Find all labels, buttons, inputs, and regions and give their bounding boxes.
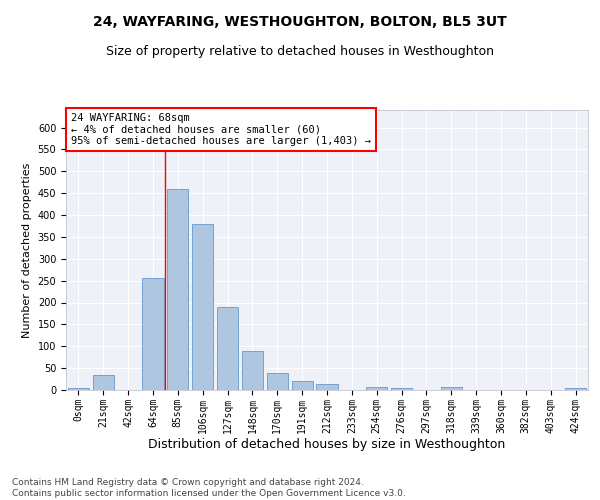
Bar: [565, 388, 586, 390]
Text: 24, WAYFARING, WESTHOUGHTON, BOLTON, BL5 3UT: 24, WAYFARING, WESTHOUGHTON, BOLTON, BL5…: [93, 15, 507, 29]
Bar: [142, 278, 164, 390]
Bar: [167, 188, 188, 390]
Text: Size of property relative to detached houses in Westhoughton: Size of property relative to detached ho…: [106, 45, 494, 58]
X-axis label: Distribution of detached houses by size in Westhoughton: Distribution of detached houses by size …: [148, 438, 506, 452]
Bar: [93, 374, 114, 390]
Bar: [316, 384, 338, 390]
Y-axis label: Number of detached properties: Number of detached properties: [22, 162, 32, 338]
Bar: [242, 350, 263, 390]
Bar: [391, 388, 412, 390]
Bar: [292, 381, 313, 390]
Text: 24 WAYFARING: 68sqm
← 4% of detached houses are smaller (60)
95% of semi-detache: 24 WAYFARING: 68sqm ← 4% of detached hou…: [71, 113, 371, 146]
Bar: [366, 386, 387, 390]
Bar: [68, 388, 89, 390]
Bar: [192, 224, 213, 390]
Bar: [217, 307, 238, 390]
Bar: [441, 388, 462, 390]
Bar: [267, 374, 288, 390]
Text: Contains HM Land Registry data © Crown copyright and database right 2024.
Contai: Contains HM Land Registry data © Crown c…: [12, 478, 406, 498]
